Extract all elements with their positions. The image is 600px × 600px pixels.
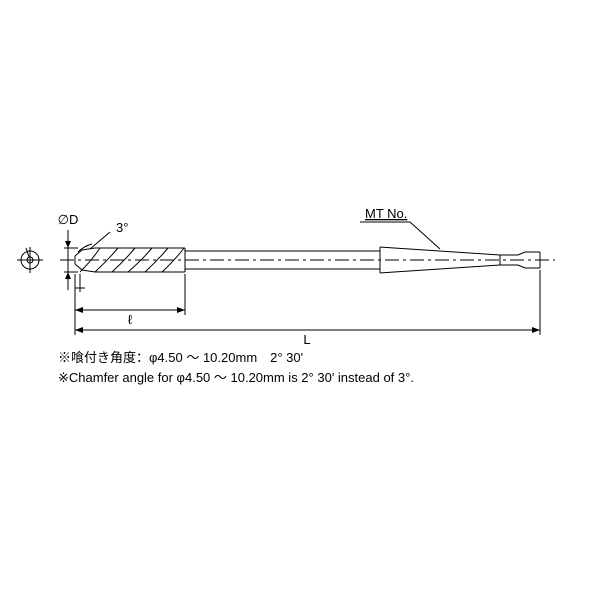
flute-length-label: ℓ xyxy=(128,312,133,327)
mt-leader xyxy=(360,222,440,249)
mt-label: MT No. xyxy=(365,206,407,221)
diameter-label: ∅D xyxy=(58,212,79,227)
dim-overall-length xyxy=(75,270,540,335)
chamfer-angle-label: 3° xyxy=(116,220,128,235)
reamer-diagram: ∅D 3° MT No. ℓ L xyxy=(0,0,600,600)
chamfer-angle-leader xyxy=(78,232,110,252)
projection-symbol xyxy=(17,247,43,273)
tip-tick xyxy=(75,274,85,292)
overall-length-label: L xyxy=(303,332,310,347)
note-line-1: ※喰付き角度：φ4.50 ～ 10.20mm 2° 30' xyxy=(58,348,303,368)
dim-flute-length xyxy=(75,274,185,315)
note-line-2: ※Chamfer angle for φ4.50 ～ 10.20mm is 2°… xyxy=(58,368,414,388)
